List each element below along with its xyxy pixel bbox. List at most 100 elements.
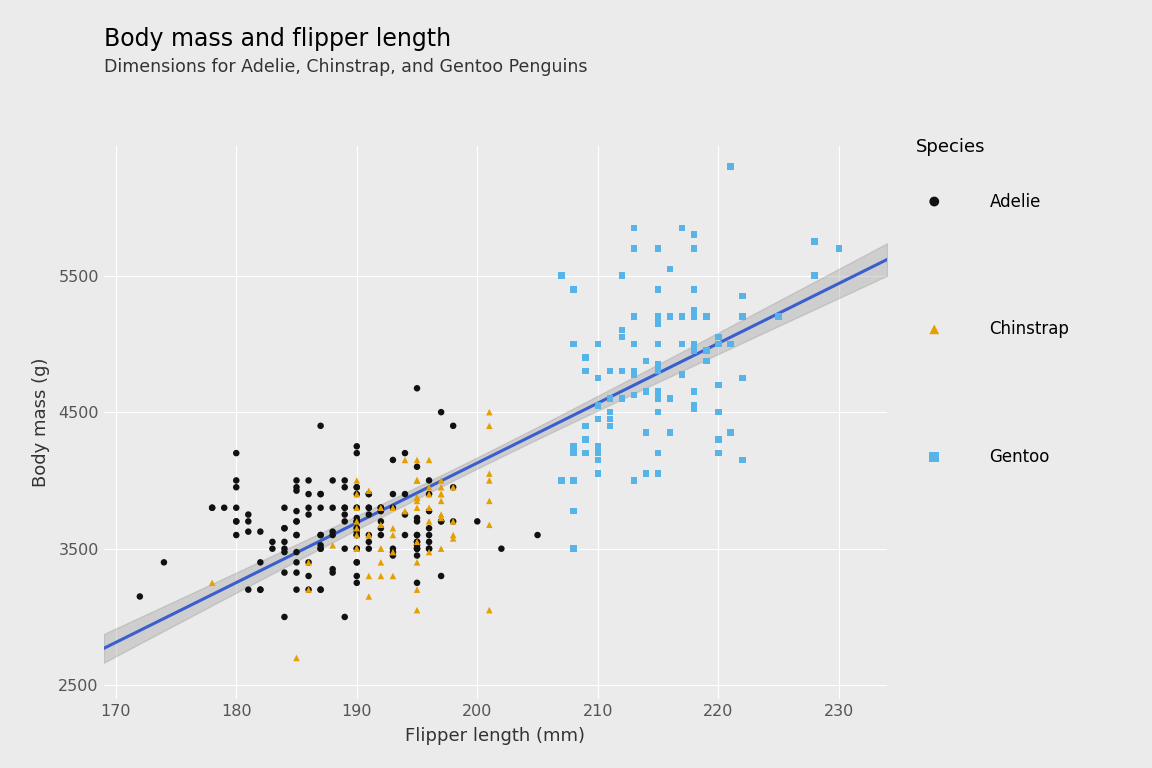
Point bbox=[649, 338, 667, 350]
Text: Adelie: Adelie bbox=[990, 193, 1041, 210]
Point bbox=[348, 502, 366, 514]
Point bbox=[721, 338, 740, 350]
Point bbox=[384, 502, 402, 514]
Point bbox=[432, 511, 450, 524]
Point bbox=[348, 542, 366, 554]
Point bbox=[335, 475, 354, 487]
Point bbox=[661, 426, 680, 439]
Point bbox=[697, 310, 715, 323]
Point bbox=[673, 338, 691, 350]
Point bbox=[710, 331, 728, 343]
Point bbox=[287, 584, 305, 596]
Point bbox=[710, 406, 728, 419]
Point bbox=[624, 369, 643, 381]
Text: Dimensions for Adelie, Chinstrap, and Gentoo Penguins: Dimensions for Adelie, Chinstrap, and Ge… bbox=[104, 58, 588, 75]
Point bbox=[287, 515, 305, 528]
Point bbox=[468, 515, 486, 528]
Point bbox=[384, 546, 402, 558]
Point bbox=[348, 542, 366, 554]
Point bbox=[480, 475, 499, 487]
Point bbox=[348, 511, 366, 524]
Point bbox=[685, 341, 704, 353]
Point bbox=[600, 365, 619, 377]
Point bbox=[480, 495, 499, 507]
Point bbox=[324, 525, 342, 538]
Point bbox=[564, 440, 583, 452]
Point bbox=[287, 546, 305, 558]
Point bbox=[685, 242, 704, 254]
Point bbox=[733, 290, 751, 303]
Point bbox=[408, 492, 426, 504]
Point bbox=[359, 542, 378, 554]
Point bbox=[419, 454, 438, 466]
Point bbox=[311, 488, 329, 500]
Point bbox=[324, 567, 342, 579]
Point bbox=[348, 570, 366, 582]
Point bbox=[649, 392, 667, 405]
Point bbox=[311, 584, 329, 596]
Point bbox=[444, 419, 462, 432]
Point bbox=[710, 406, 728, 419]
Point bbox=[372, 502, 391, 514]
Point bbox=[685, 345, 704, 357]
Text: Body mass and flipper length: Body mass and flipper length bbox=[104, 27, 450, 51]
Point bbox=[733, 372, 751, 384]
Point bbox=[432, 515, 450, 528]
Point bbox=[335, 502, 354, 514]
Point bbox=[300, 584, 318, 596]
Point bbox=[335, 502, 354, 514]
Point bbox=[710, 447, 728, 459]
Point bbox=[564, 283, 583, 296]
Point bbox=[335, 542, 354, 554]
Point bbox=[419, 522, 438, 535]
Point bbox=[348, 515, 366, 528]
Point bbox=[408, 461, 426, 473]
Point bbox=[372, 515, 391, 528]
Point bbox=[348, 522, 366, 535]
Point bbox=[624, 369, 643, 381]
Point bbox=[348, 529, 366, 541]
Point bbox=[721, 161, 740, 173]
Point bbox=[275, 611, 294, 623]
Point bbox=[359, 529, 378, 541]
Point bbox=[432, 570, 450, 582]
Point bbox=[613, 270, 631, 282]
Point bbox=[348, 542, 366, 554]
Point bbox=[275, 536, 294, 548]
Point bbox=[649, 365, 667, 377]
Point bbox=[600, 419, 619, 432]
Point bbox=[287, 556, 305, 568]
Point bbox=[710, 379, 728, 391]
Y-axis label: Body mass (g): Body mass (g) bbox=[32, 358, 50, 487]
Point bbox=[408, 454, 426, 466]
Point bbox=[348, 529, 366, 541]
Point bbox=[311, 529, 329, 541]
Point bbox=[324, 539, 342, 551]
Point bbox=[685, 338, 704, 350]
Point bbox=[637, 426, 655, 439]
Point bbox=[624, 475, 643, 487]
Point bbox=[408, 529, 426, 541]
Point bbox=[649, 338, 667, 350]
X-axis label: Flipper length (mm): Flipper length (mm) bbox=[406, 727, 585, 745]
Point bbox=[408, 556, 426, 568]
Point bbox=[287, 481, 305, 493]
Point bbox=[348, 515, 366, 528]
Point bbox=[673, 222, 691, 234]
Point bbox=[408, 529, 426, 541]
Point bbox=[710, 338, 728, 350]
Point bbox=[408, 577, 426, 589]
Point bbox=[589, 338, 607, 350]
Point bbox=[324, 529, 342, 541]
Point bbox=[624, 389, 643, 401]
Point bbox=[710, 433, 728, 445]
Point bbox=[408, 492, 426, 504]
Point bbox=[335, 611, 354, 623]
Point bbox=[589, 447, 607, 459]
Point bbox=[564, 447, 583, 459]
Point bbox=[444, 515, 462, 528]
Point bbox=[396, 505, 415, 518]
Point bbox=[649, 242, 667, 254]
Point bbox=[300, 570, 318, 582]
Point bbox=[576, 419, 594, 432]
